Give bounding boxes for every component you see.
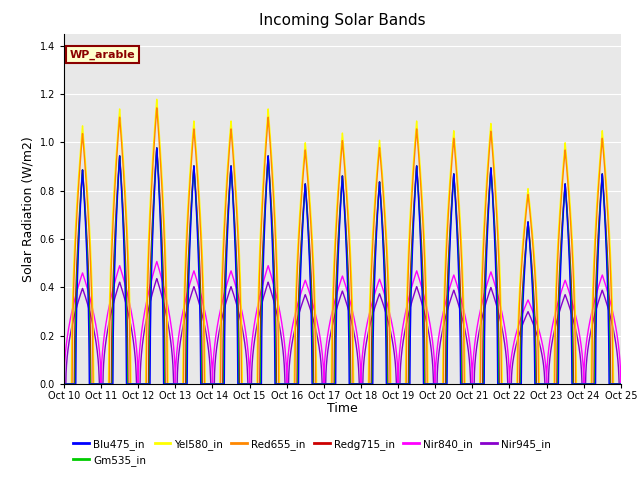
Legend: Blu475_in, Gm535_in, Yel580_in, Red655_in, Redg715_in, Nir840_in, Nir945_in: Blu475_in, Gm535_in, Yel580_in, Red655_i…	[69, 435, 555, 470]
X-axis label: Time: Time	[327, 402, 358, 415]
Y-axis label: Solar Radiation (W/m2): Solar Radiation (W/m2)	[21, 136, 34, 282]
Title: Incoming Solar Bands: Incoming Solar Bands	[259, 13, 426, 28]
Text: WP_arable: WP_arable	[70, 49, 135, 60]
